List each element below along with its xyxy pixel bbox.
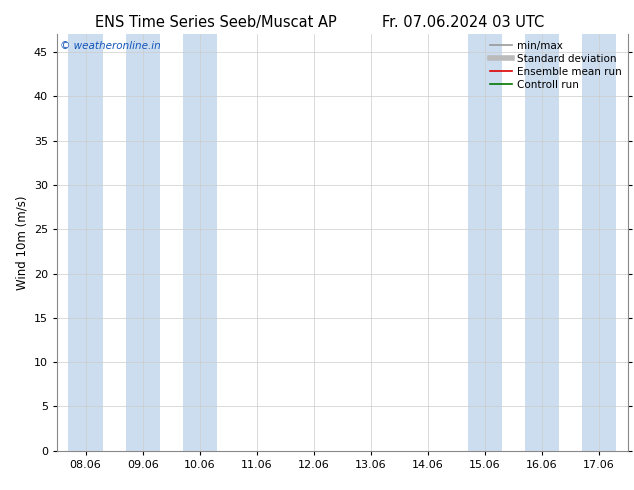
Bar bbox=[183, 34, 217, 451]
Text: © weatheronline.in: © weatheronline.in bbox=[60, 41, 160, 50]
Y-axis label: Wind 10m (m/s): Wind 10m (m/s) bbox=[15, 196, 29, 290]
Bar bbox=[126, 34, 160, 451]
Text: ENS Time Series Seeb/Muscat AP: ENS Time Series Seeb/Muscat AP bbox=[94, 15, 337, 30]
Bar bbox=[68, 34, 103, 451]
Bar bbox=[525, 34, 559, 451]
Text: Fr. 07.06.2024 03 UTC: Fr. 07.06.2024 03 UTC bbox=[382, 15, 544, 30]
Bar bbox=[582, 34, 616, 451]
Bar bbox=[468, 34, 502, 451]
Legend: min/max, Standard deviation, Ensemble mean run, Controll run: min/max, Standard deviation, Ensemble me… bbox=[486, 36, 626, 94]
